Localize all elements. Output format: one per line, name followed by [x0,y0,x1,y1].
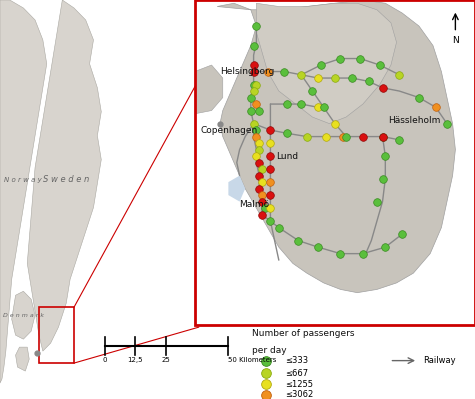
Polygon shape [16,347,29,371]
Text: Railway: Railway [423,356,456,365]
Polygon shape [12,291,35,339]
Text: 25: 25 [162,357,171,363]
Text: 0: 0 [102,357,107,363]
Text: ≤333: ≤333 [285,356,308,365]
Text: Copenhagen: Copenhagen [200,126,257,134]
Text: N o r w a y: N o r w a y [4,176,42,183]
Text: per day: per day [252,346,286,355]
Text: Malmö: Malmö [239,200,270,209]
Polygon shape [217,0,456,293]
Text: ≤3062: ≤3062 [285,390,313,399]
Text: N: N [452,36,459,45]
Text: Number of passengers: Number of passengers [252,329,354,338]
Polygon shape [256,3,397,124]
Text: 50 Kilometers: 50 Kilometers [228,357,276,363]
Text: 12,5: 12,5 [128,357,143,363]
Text: Lund: Lund [276,152,298,160]
Bar [39,307,74,363]
Text: ≤1255: ≤1255 [285,380,313,389]
Polygon shape [195,65,223,114]
Text: D e n m a r k: D e n m a r k [3,313,44,318]
Text: Hässleholm: Hässleholm [388,116,440,125]
Text: Helsingborg: Helsingborg [220,67,275,76]
Polygon shape [228,176,245,201]
Polygon shape [0,0,47,383]
Polygon shape [27,0,101,351]
Text: ≤667: ≤667 [285,369,308,378]
Text: S w e d e n: S w e d e n [43,175,89,184]
